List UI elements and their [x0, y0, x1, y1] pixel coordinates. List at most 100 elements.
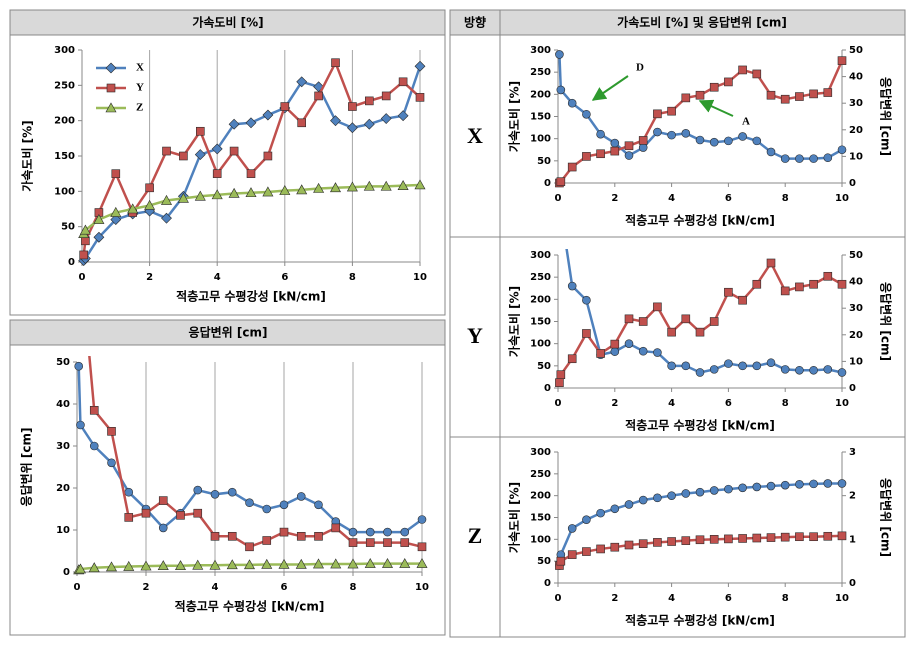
x-tick-label: 0 [74, 582, 81, 593]
point [624, 141, 634, 151]
point [738, 295, 747, 305]
x-tick-label: 6 [281, 272, 288, 283]
point [160, 194, 173, 205]
point [280, 102, 290, 111]
point [79, 224, 91, 235]
y-tick-label: 50 [537, 156, 551, 167]
y2-tick-label: 40 [849, 72, 863, 83]
point [582, 547, 591, 556]
x-tick-label: 4 [212, 582, 219, 593]
point [314, 531, 323, 541]
point [348, 102, 357, 111]
point [89, 405, 99, 415]
point [667, 106, 676, 116]
y-tick-label: 0 [544, 383, 551, 394]
y2-axis-label: 응답변위 [cm] [879, 282, 894, 361]
point [158, 523, 168, 533]
x-tick-label: 8 [782, 398, 789, 409]
y-tick-label: 50 [537, 556, 551, 567]
point [228, 118, 240, 130]
point [209, 559, 221, 570]
y-tick-label: 50 [56, 357, 70, 368]
point [567, 98, 577, 108]
point [752, 136, 762, 146]
point [724, 77, 733, 87]
point [196, 126, 205, 136]
annotation: A [742, 116, 750, 128]
point [582, 515, 591, 524]
point [227, 531, 237, 541]
y-tick-label: 40 [56, 399, 70, 410]
y-tick-label: 300 [530, 45, 551, 56]
point [74, 361, 84, 371]
point [212, 169, 222, 178]
point [681, 536, 691, 545]
point [111, 169, 121, 178]
point [724, 359, 733, 368]
point [837, 279, 847, 289]
y-axis-label: 가속도비 [%] [507, 482, 522, 553]
y-tick-label: 100 [530, 134, 551, 145]
point [279, 527, 289, 537]
point [415, 93, 425, 102]
x-tick-label: 6 [725, 193, 732, 204]
point [837, 145, 847, 155]
point [105, 561, 118, 572]
point [383, 538, 392, 547]
point [752, 482, 762, 492]
x-tick-label: 0 [555, 193, 562, 204]
x-tick-label: 6 [725, 398, 732, 409]
point [556, 85, 566, 95]
series [565, 249, 847, 377]
point [194, 149, 206, 161]
point [695, 327, 705, 337]
point [398, 77, 408, 87]
x-tick-label: 8 [350, 582, 357, 593]
point [414, 179, 426, 190]
series [555, 50, 847, 163]
point [192, 559, 204, 570]
point [638, 539, 648, 549]
point [193, 485, 203, 495]
table-header: 가속도비 [%] 및 응답변위 [cm] [617, 15, 787, 30]
point [795, 532, 804, 542]
point [245, 187, 257, 198]
y-tick-label: 0 [544, 578, 551, 589]
point [667, 130, 676, 140]
y-tick-label: 50 [537, 361, 551, 372]
point [158, 496, 168, 505]
point [381, 557, 394, 568]
point [176, 510, 185, 520]
point [331, 523, 341, 533]
y-tick-label: 0 [63, 567, 70, 578]
point [766, 147, 776, 157]
point [74, 563, 86, 574]
point [624, 339, 634, 348]
point [348, 527, 358, 537]
point [610, 146, 620, 156]
point [88, 562, 100, 573]
point [296, 492, 306, 501]
point [638, 495, 648, 505]
point [278, 558, 290, 569]
point [194, 190, 206, 201]
point [624, 540, 634, 550]
y2-tick-label: 30 [849, 303, 863, 314]
point [681, 361, 691, 371]
point [380, 180, 392, 191]
point [610, 504, 620, 514]
point [766, 533, 776, 542]
point [140, 560, 152, 571]
y2-tick-label: 3 [849, 447, 856, 458]
y-tick-label: 250 [530, 67, 551, 78]
point [724, 534, 733, 544]
point [556, 370, 566, 380]
point [364, 557, 376, 568]
point [695, 90, 705, 100]
point [823, 271, 833, 281]
table-header: 방향 [464, 15, 486, 30]
point [124, 513, 134, 522]
x-tick-label: 2 [143, 582, 150, 593]
point [667, 537, 676, 546]
point [567, 354, 577, 364]
